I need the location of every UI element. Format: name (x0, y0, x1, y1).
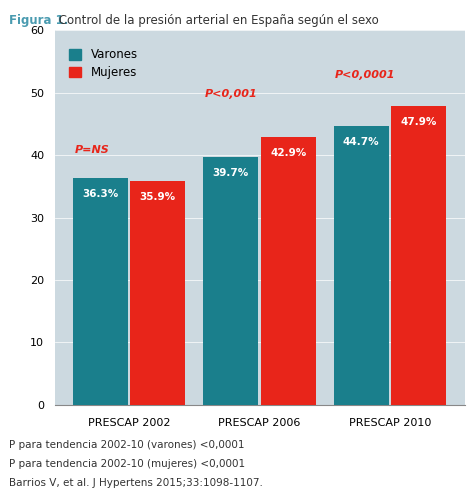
Bar (130, 181, 185, 405)
Text: 36.3%: 36.3% (82, 190, 118, 200)
Bar (391, 106, 446, 405)
Text: P<0,001: P<0,001 (205, 89, 257, 99)
Text: 39.7%: 39.7% (213, 168, 249, 178)
Text: P=NS: P=NS (74, 145, 109, 155)
Text: P para tendencia 2002-10 (varones) <0,0001: P para tendencia 2002-10 (varones) <0,00… (9, 440, 245, 450)
Bar (334, 126, 389, 405)
Text: Figura 1.: Figura 1. (9, 14, 69, 27)
Legend: Varones, Mujeres: Varones, Mujeres (64, 44, 142, 83)
Text: P para tendencia 2002-10 (mujeres) <0,0001: P para tendencia 2002-10 (mujeres) <0,00… (9, 459, 246, 469)
Text: 44.7%: 44.7% (343, 137, 380, 147)
Bar (203, 157, 258, 405)
Text: P<0,0001: P<0,0001 (335, 70, 396, 80)
Text: Barrios V, et al. J Hypertens 2015;33:1098-1107.: Barrios V, et al. J Hypertens 2015;33:10… (9, 478, 264, 488)
Text: 42.9%: 42.9% (270, 148, 306, 158)
Bar (261, 137, 316, 405)
Text: Control de la presión arterial en España según el sexo: Control de la presión arterial en España… (55, 14, 378, 27)
Bar (73, 178, 128, 405)
Text: 35.9%: 35.9% (140, 192, 176, 202)
Text: 47.9%: 47.9% (401, 117, 437, 127)
